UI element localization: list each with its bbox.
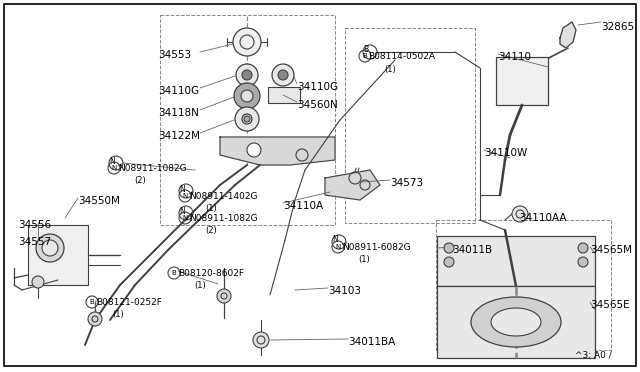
Text: B: B xyxy=(90,299,94,305)
Circle shape xyxy=(233,28,261,56)
Text: N08911-6082G: N08911-6082G xyxy=(342,243,411,252)
Ellipse shape xyxy=(471,297,561,347)
Bar xyxy=(345,28,475,223)
Circle shape xyxy=(217,289,231,303)
Text: (1): (1) xyxy=(194,281,205,290)
Text: 34550M: 34550M xyxy=(78,196,120,206)
Text: B08120-8602F: B08120-8602F xyxy=(178,269,244,278)
Text: N: N xyxy=(335,244,340,250)
Text: ^3: A0 /: ^3: A0 / xyxy=(575,351,612,360)
Polygon shape xyxy=(220,137,335,165)
Text: 34565E: 34565E xyxy=(590,300,630,310)
Text: 34122M: 34122M xyxy=(158,131,200,141)
Text: 34110A: 34110A xyxy=(283,201,323,211)
Circle shape xyxy=(578,257,588,267)
Bar xyxy=(28,225,88,285)
Circle shape xyxy=(42,240,58,256)
Text: B08114-0502A: B08114-0502A xyxy=(368,52,435,61)
Text: 34118N: 34118N xyxy=(158,108,199,118)
Text: N: N xyxy=(111,165,116,171)
Polygon shape xyxy=(560,22,576,48)
Circle shape xyxy=(444,243,454,253)
Bar xyxy=(496,57,548,105)
Circle shape xyxy=(241,90,253,102)
Text: 34557: 34557 xyxy=(18,237,51,247)
Text: 34565M: 34565M xyxy=(590,245,632,255)
Circle shape xyxy=(36,234,64,262)
Text: N: N xyxy=(179,206,185,215)
Circle shape xyxy=(512,206,528,222)
Text: N: N xyxy=(182,193,188,199)
Text: B08121-0252F: B08121-0252F xyxy=(96,298,162,307)
Bar xyxy=(436,220,611,350)
Text: (1): (1) xyxy=(112,310,124,319)
Circle shape xyxy=(88,312,102,326)
Bar xyxy=(437,236,595,286)
Circle shape xyxy=(253,332,269,348)
Text: N: N xyxy=(332,235,338,244)
Circle shape xyxy=(278,70,288,80)
Circle shape xyxy=(32,276,44,288)
Bar xyxy=(268,87,300,103)
Circle shape xyxy=(234,83,260,109)
Circle shape xyxy=(363,45,377,59)
Text: (2): (2) xyxy=(134,176,146,185)
Text: N08911-1082G: N08911-1082G xyxy=(189,214,258,223)
Text: N: N xyxy=(182,215,188,221)
Text: (1): (1) xyxy=(384,65,396,74)
Text: 32865: 32865 xyxy=(601,22,634,32)
Text: 34573: 34573 xyxy=(390,178,423,188)
Text: 34560N: 34560N xyxy=(297,100,338,110)
Ellipse shape xyxy=(491,308,541,336)
Text: 34011BA: 34011BA xyxy=(348,337,396,347)
Text: B: B xyxy=(363,53,367,59)
Text: N: N xyxy=(179,185,185,193)
Circle shape xyxy=(247,143,261,157)
Bar xyxy=(160,15,335,225)
Circle shape xyxy=(578,243,588,253)
Circle shape xyxy=(244,116,250,122)
Text: (2): (2) xyxy=(205,226,217,235)
Bar xyxy=(437,286,595,358)
Text: N08911-1402G: N08911-1402G xyxy=(189,192,257,201)
Text: N08911-1082G: N08911-1082G xyxy=(118,164,187,173)
Text: 34556: 34556 xyxy=(18,220,51,230)
Text: B: B xyxy=(172,270,177,276)
Polygon shape xyxy=(325,170,380,200)
Text: 34553: 34553 xyxy=(158,50,191,60)
Text: (1): (1) xyxy=(358,255,370,264)
Circle shape xyxy=(235,107,259,131)
Text: (1): (1) xyxy=(205,204,217,213)
Text: 34110G: 34110G xyxy=(297,82,338,92)
Circle shape xyxy=(242,70,252,80)
Circle shape xyxy=(444,257,454,267)
Circle shape xyxy=(236,64,258,86)
Text: 34110: 34110 xyxy=(498,52,531,62)
Text: 34110G: 34110G xyxy=(158,86,199,96)
Text: B: B xyxy=(364,45,369,55)
Text: 34103: 34103 xyxy=(328,286,361,296)
Text: N: N xyxy=(109,157,115,166)
Text: 34110AA: 34110AA xyxy=(519,213,566,223)
Circle shape xyxy=(272,64,294,86)
Text: 34011B: 34011B xyxy=(452,245,492,255)
Text: 34110W: 34110W xyxy=(484,148,527,158)
